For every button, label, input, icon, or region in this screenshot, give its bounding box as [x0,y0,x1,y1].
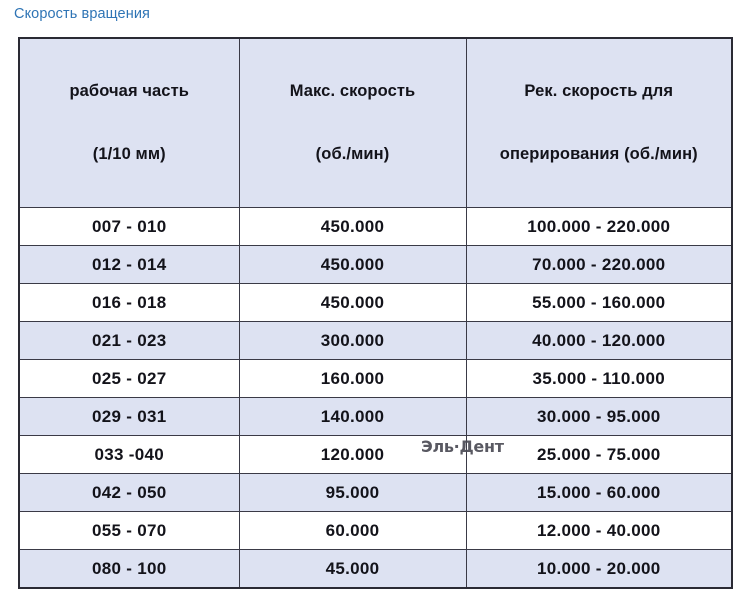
column-header-max-speed-line1: Макс. скорость [289,82,416,100]
column-header-max-speed: Макс. скорость (об./мин) [238,37,467,208]
cell-max-speed: 120.000 [238,435,467,474]
cell-working-part: 042 - 050 [18,473,240,512]
cell-max-speed: 95.000 [238,473,467,512]
cell-working-part: 016 - 018 [18,283,240,322]
cell-working-part: 033 -040 [18,435,240,474]
cell-max-speed: 300.000 [238,321,467,360]
table-row: 029 - 031 140.000 30.000 - 95.000 [18,397,733,436]
cell-max-speed: 160.000 [238,359,467,398]
table-row: 080 - 100 45.000 10.000 - 20.000 [18,549,733,589]
page-root: Скорость вращения рабочая часть (1/10 мм… [14,6,733,589]
cell-recommended-speed: 10.000 - 20.000 [465,549,733,589]
table-row: 055 - 070 60.000 12.000 - 40.000 [18,511,733,550]
table-header: рабочая часть (1/10 мм) Макс. скорость (… [18,37,733,208]
column-header-recommended-speed-line1: Рек. скорость для [524,82,674,100]
cell-max-speed: 140.000 [238,397,467,436]
speed-table-container: рабочая часть (1/10 мм) Макс. скорость (… [18,37,733,589]
column-header-working-part: рабочая часть (1/10 мм) [18,37,240,208]
cell-working-part: 080 - 100 [18,549,240,589]
table-row: 021 - 023 300.000 40.000 - 120.000 [18,321,733,360]
table-row: 012 - 014 450.000 70.000 - 220.000 [18,245,733,284]
column-header-max-speed-line2: (об./мин) [315,145,390,163]
column-header-working-part-line2: (1/10 мм) [92,145,166,163]
table-row: 007 - 010 450.000 100.000 - 220.000 [18,207,733,246]
cell-recommended-speed: 70.000 - 220.000 [465,245,733,284]
column-header-recommended-speed-line2: оперирования (об./мин) [499,145,698,163]
rotation-speed-table: рабочая часть (1/10 мм) Макс. скорость (… [18,37,733,589]
table-header-row: рабочая часть (1/10 мм) Макс. скорость (… [18,37,733,208]
table-row: 025 - 027 160.000 35.000 - 110.000 [18,359,733,398]
cell-recommended-speed: 25.000 - 75.000 [465,435,733,474]
cell-working-part: 025 - 027 [18,359,240,398]
table-row: 016 - 018 450.000 55.000 - 160.000 [18,283,733,322]
cell-recommended-speed: 40.000 - 120.000 [465,321,733,360]
cell-max-speed: 450.000 [238,245,467,284]
column-header-recommended-speed: Рек. скорость для оперирования (об./мин) [465,37,733,208]
cell-max-speed: 45.000 [238,549,467,589]
table-row: 033 -040 120.000 25.000 - 75.000 [18,435,733,474]
cell-working-part: 021 - 023 [18,321,240,360]
page-title: Скорость вращения [14,6,150,22]
cell-recommended-speed: 55.000 - 160.000 [465,283,733,322]
cell-recommended-speed: 15.000 - 60.000 [465,473,733,512]
cell-working-part: 055 - 070 [18,511,240,550]
cell-working-part: 007 - 010 [18,207,240,246]
cell-recommended-speed: 35.000 - 110.000 [465,359,733,398]
cell-max-speed: 60.000 [238,511,467,550]
cell-recommended-speed: 30.000 - 95.000 [465,397,733,436]
cell-recommended-speed: 100.000 - 220.000 [465,207,733,246]
cell-max-speed: 450.000 [238,283,467,322]
cell-max-speed: 450.000 [238,207,467,246]
column-header-working-part-line1: рабочая часть [69,82,190,100]
table-row: 042 - 050 95.000 15.000 - 60.000 [18,473,733,512]
table-body: 007 - 010 450.000 100.000 - 220.000 012 … [18,207,733,589]
cell-working-part: 029 - 031 [18,397,240,436]
cell-recommended-speed: 12.000 - 40.000 [465,511,733,550]
cell-working-part: 012 - 014 [18,245,240,284]
